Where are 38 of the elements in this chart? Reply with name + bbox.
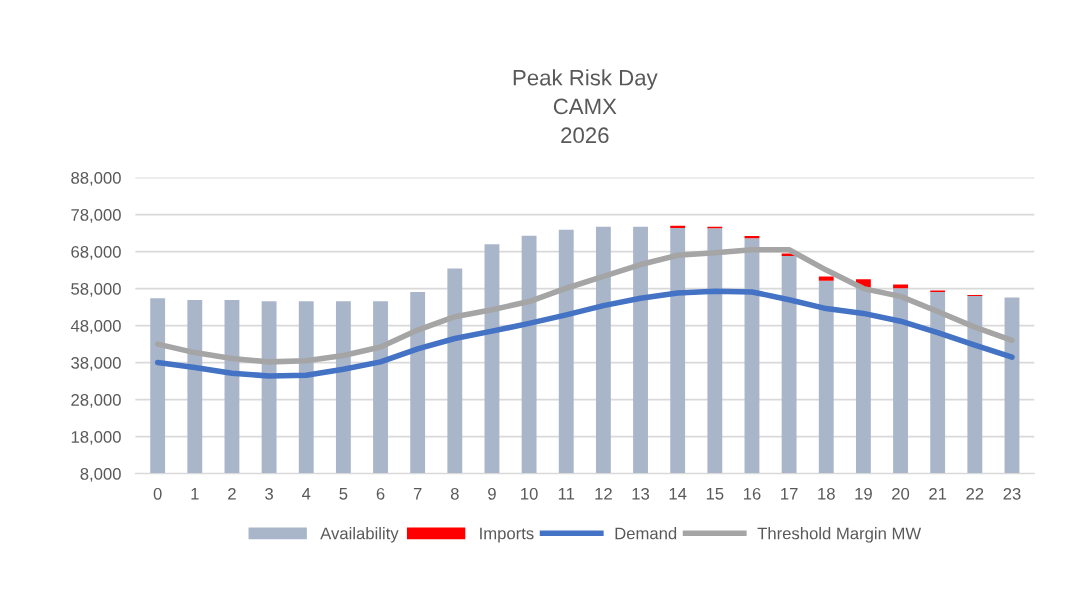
x-tick-label: 6 bbox=[376, 487, 385, 500]
x-tick-label: 16 bbox=[743, 487, 761, 500]
y-tick-label: 38,000 bbox=[71, 357, 121, 371]
x-tick-label: 1 bbox=[191, 488, 199, 500]
x-tick-label: 15 bbox=[706, 488, 724, 500]
x-tick-label: 4 bbox=[301, 488, 311, 500]
x-tick-label: 2 bbox=[228, 487, 236, 500]
y-tick-label: 88,000 bbox=[71, 172, 121, 186]
y-tick-label: 18,000 bbox=[71, 431, 121, 445]
x-tick-label: 7 bbox=[413, 488, 422, 500]
x-tick-label: 22 bbox=[966, 487, 984, 500]
chart-title: Peak Risk Day CAMX 2026 bbox=[513, 69, 658, 144]
x-tick-label: 23 bbox=[1003, 487, 1021, 500]
x-tick-label: 17 bbox=[781, 488, 798, 500]
x-tick-label: 5 bbox=[339, 488, 348, 500]
x-tick-label: 19 bbox=[855, 487, 872, 500]
y-tick-label: 8,000 bbox=[80, 468, 121, 482]
legend-label: Threshold Margin MW bbox=[757, 527, 922, 543]
x-tick-label: 18 bbox=[818, 487, 835, 500]
legend-label: Imports bbox=[480, 527, 534, 543]
x-tick-label: 0 bbox=[153, 487, 162, 500]
y-tick-label: 78,000 bbox=[71, 209, 121, 223]
x-tick-label: 20 bbox=[892, 487, 910, 500]
x-tick-label: 12 bbox=[595, 487, 612, 500]
x-tick-label: 10 bbox=[521, 487, 538, 500]
x-tick-label: 8 bbox=[450, 487, 459, 500]
y-tick-label: 48,000 bbox=[70, 320, 121, 334]
x-tick-label: 13 bbox=[632, 487, 650, 500]
y-tick-label: 28,000 bbox=[71, 394, 121, 408]
x-tick-label: 21 bbox=[929, 487, 947, 500]
x-tick-label: 11 bbox=[558, 488, 575, 500]
y-tick-label: 68,000 bbox=[71, 246, 121, 260]
y-tick-label: 58,000 bbox=[71, 283, 121, 297]
x-tick-label: 9 bbox=[488, 487, 496, 500]
x-tick-label: 3 bbox=[265, 487, 273, 500]
legend-label: Availability bbox=[320, 527, 399, 543]
x-tick-label: 14 bbox=[669, 488, 687, 500]
legend-label: Demand bbox=[615, 527, 677, 540]
